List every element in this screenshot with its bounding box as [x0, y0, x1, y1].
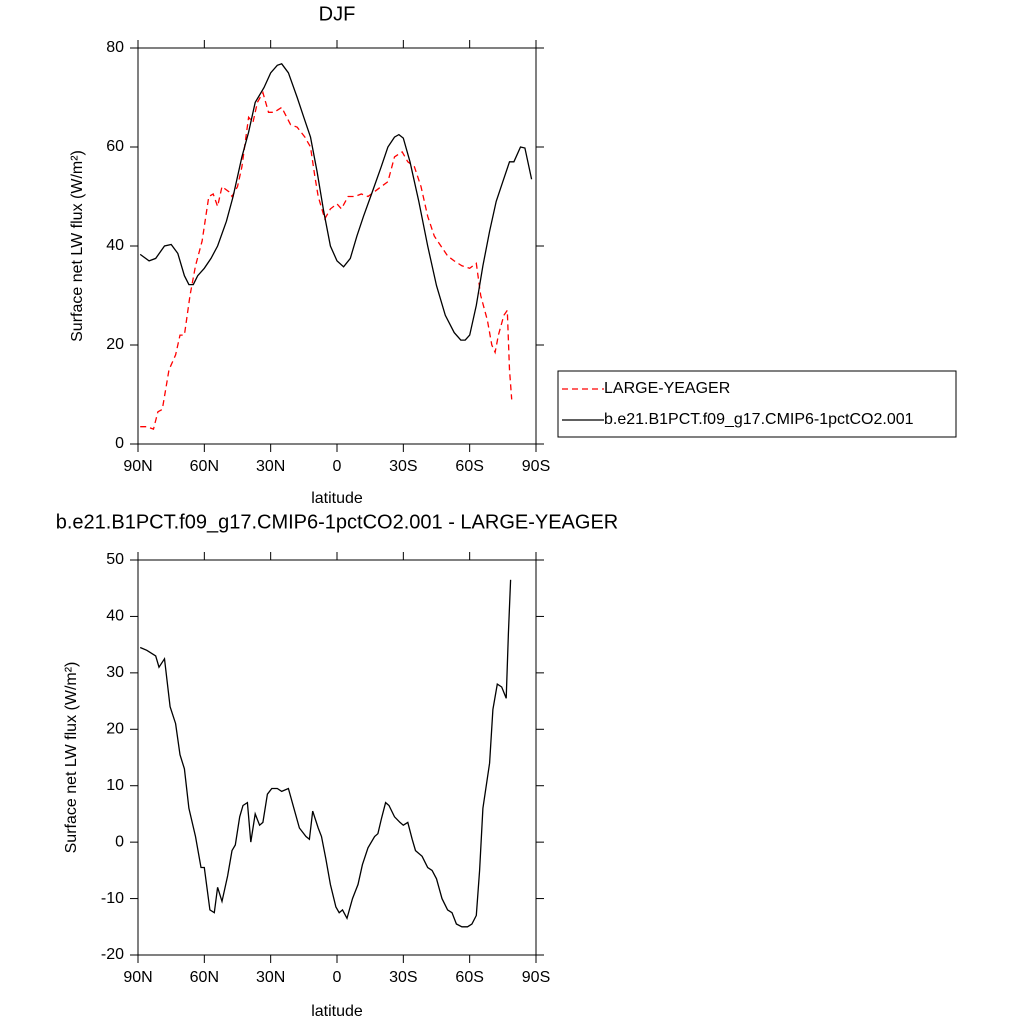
data-line — [139, 579, 512, 928]
chart-title: b.e21.B1PCT.f09_g17.CMIP6-1pctCO2.001 - … — [56, 511, 619, 533]
plot-frame — [137, 559, 537, 956]
y-tick-label: -10 — [101, 890, 124, 907]
y-tick-label: 30 — [106, 664, 124, 681]
chart-title: DJF — [319, 3, 356, 25]
plot-frame — [137, 47, 537, 445]
x-tick-label: 90S — [522, 458, 550, 475]
x-tick-label: 60S — [455, 458, 483, 475]
legend-label: b.e21.B1PCT.f09_g17.CMIP6-1pctCO2.001 — [604, 411, 914, 428]
x-tick-label: 90N — [123, 969, 152, 986]
x-tick-label: 0 — [333, 458, 342, 475]
legend-box — [557, 370, 957, 438]
x-tick-label: 60N — [190, 969, 219, 986]
x-tick-label: 30S — [389, 969, 417, 986]
y-axis-label: Surface net LW flux (W/m²) — [63, 662, 80, 854]
legend-label: LARGE-YEAGER — [604, 380, 730, 397]
x-tick-label: 30N — [256, 458, 285, 475]
x-tick-label: 0 — [333, 969, 342, 986]
x-tick-label: 30S — [389, 458, 417, 475]
x-axis-label: latitude — [311, 1003, 363, 1020]
y-tick-label: 10 — [106, 777, 124, 794]
data-line — [140, 90, 513, 430]
y-tick-label: 40 — [106, 237, 124, 254]
x-tick-label: 30N — [256, 969, 285, 986]
y-tick-label: 0 — [115, 833, 124, 850]
y-tick-label: 0 — [115, 435, 124, 452]
y-tick-label: 40 — [106, 608, 124, 625]
x-axis-label: latitude — [311, 490, 363, 507]
x-tick-label: 90S — [522, 969, 550, 986]
x-tick-label: 60N — [190, 458, 219, 475]
x-tick-label: 60S — [455, 969, 483, 986]
y-tick-label: 50 — [106, 551, 124, 568]
data-line — [139, 63, 533, 341]
y-axis-label: Surface net LW flux (W/m²) — [69, 150, 86, 342]
y-tick-label: 20 — [106, 721, 124, 738]
x-tick-label: 90N — [123, 458, 152, 475]
y-tick-label: 20 — [106, 336, 124, 353]
y-tick-label: -20 — [101, 946, 124, 963]
y-tick-label: 60 — [106, 138, 124, 155]
y-tick-label: 80 — [106, 39, 124, 56]
